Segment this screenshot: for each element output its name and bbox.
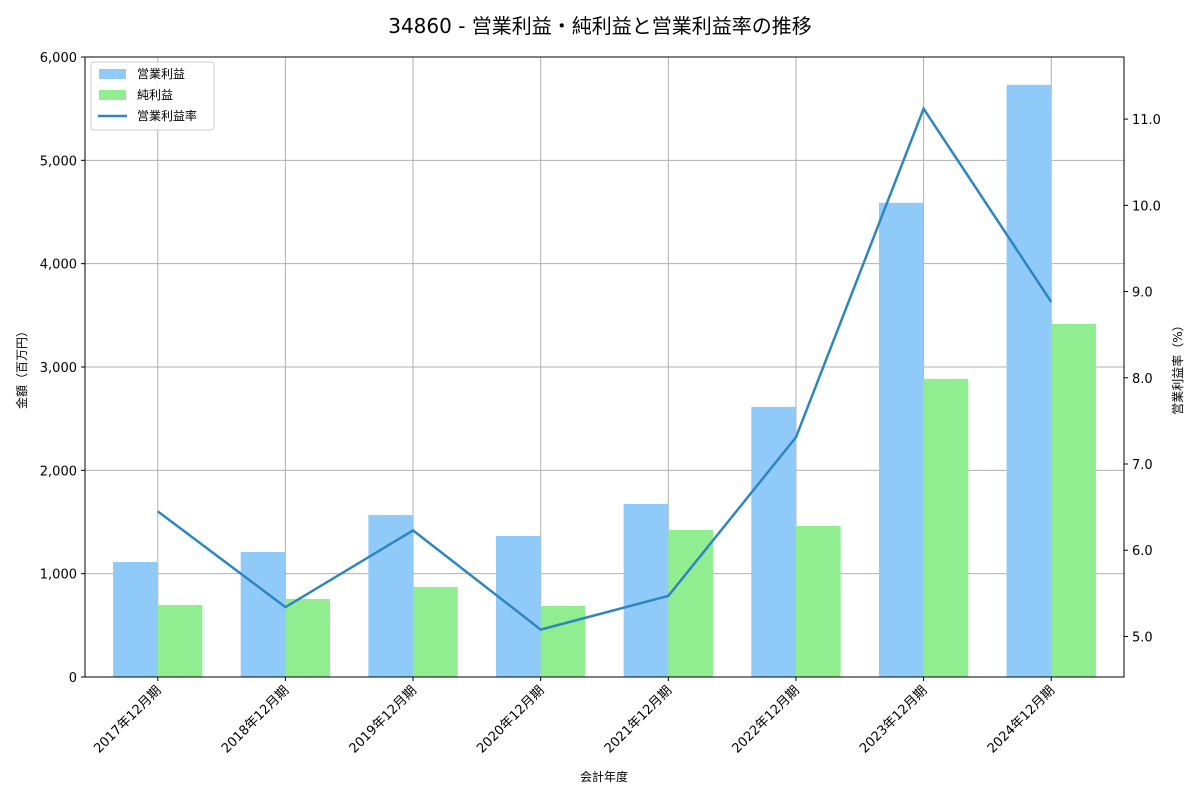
x-tick-label: 2024年12月期 bbox=[985, 683, 1058, 756]
bar-operating-profit bbox=[368, 514, 414, 677]
y-tick-label: 0 bbox=[69, 671, 77, 686]
x-tick-label: 2017年12月期 bbox=[91, 683, 164, 756]
bar-net-profit bbox=[923, 378, 969, 677]
bar-net-profit bbox=[540, 606, 586, 677]
x-tick-label: 2023年12月期 bbox=[857, 683, 930, 756]
bar-operating-profit bbox=[240, 551, 286, 677]
bar-operating-profit bbox=[496, 535, 541, 677]
y2-tick-label: 8.0 bbox=[1132, 372, 1153, 387]
legend-label: 純利益 bbox=[137, 88, 173, 102]
chart-title: 34860 - 営業利益・純利益と営業利益率の推移 bbox=[388, 14, 812, 38]
x-axis-label: 会計年度 bbox=[580, 769, 628, 784]
bar-operating-profit bbox=[751, 406, 796, 677]
y-axis-label: 金額（百万円） bbox=[14, 325, 29, 409]
y2-tick-label: 6.0 bbox=[1132, 544, 1153, 559]
y-tick-label: 2,000 bbox=[40, 464, 77, 479]
bar-net-profit bbox=[157, 604, 203, 677]
bar-net-profit bbox=[285, 598, 331, 677]
legend-swatch bbox=[99, 69, 126, 79]
bar-operating-profit bbox=[113, 561, 158, 677]
bar-operating-profit bbox=[878, 202, 924, 677]
x-axis-ticks: 2017年12月期 2018年12月期 2019年12月期 2020年12月期 2021… bbox=[91, 677, 1058, 757]
x-tick-label: 2018年12月期 bbox=[219, 683, 292, 756]
legend-label: 営業利益 bbox=[137, 67, 185, 81]
bar-net-profit bbox=[668, 529, 713, 677]
y-tick-label: 5,000 bbox=[40, 154, 77, 169]
y-tick-label: 4,000 bbox=[40, 258, 77, 273]
bar-net-profit bbox=[795, 525, 841, 677]
x-tick-label: 2021年12月期 bbox=[602, 683, 675, 756]
left-axis-ticks: 0 1,000 2,000 3,000 4,000 5,000 6,000 bbox=[40, 51, 85, 686]
legend-swatch bbox=[99, 90, 126, 100]
y2-tick-label: 10.0 bbox=[1132, 199, 1161, 214]
y-tick-label: 6,000 bbox=[40, 51, 77, 66]
y-tick-label: 3,000 bbox=[40, 361, 77, 376]
x-tick-label: 2019年12月期 bbox=[347, 683, 420, 756]
y2-tick-label: 7.0 bbox=[1132, 458, 1153, 473]
x-tick-label: 2020年12月期 bbox=[474, 683, 547, 756]
x-tick-label: 2022年12月期 bbox=[730, 683, 803, 756]
y2-tick-label: 5.0 bbox=[1132, 630, 1153, 645]
bar-net-profit bbox=[413, 586, 458, 677]
bar-series bbox=[113, 84, 1096, 677]
legend-label: 営業利益率 bbox=[137, 108, 197, 123]
bar-net-profit bbox=[1051, 323, 1096, 677]
bar-operating-profit bbox=[1006, 84, 1052, 677]
y2-axis-label: 営業利益率（%） bbox=[1170, 319, 1185, 414]
right-axis-ticks: 5.0 6.0 7.0 8.0 9.0 10.0 11.0 bbox=[1124, 113, 1161, 645]
line-operating-margin bbox=[157, 106, 1053, 631]
y2-tick-label: 9.0 bbox=[1132, 286, 1153, 301]
y-tick-label: 1,000 bbox=[40, 568, 77, 583]
line-series bbox=[157, 106, 1053, 631]
bar-operating-profit bbox=[623, 503, 669, 677]
y2-tick-label: 11.0 bbox=[1132, 113, 1161, 128]
